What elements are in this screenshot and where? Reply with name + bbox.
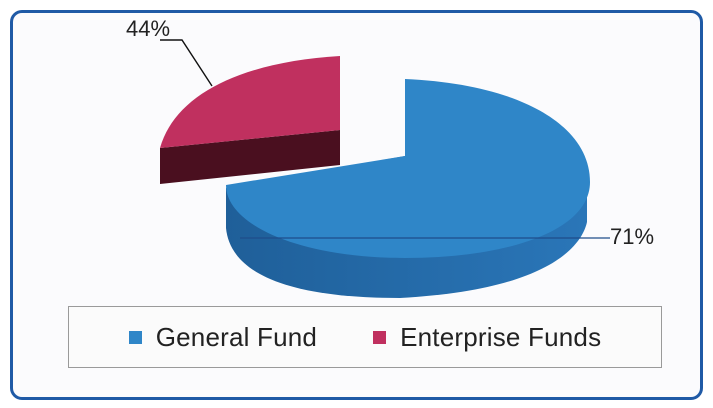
legend-swatch-enterprise-funds [373,330,387,344]
legend-item-enterprise-funds: Enterprise Funds [373,322,601,353]
pie-slice-enterprise-funds [160,56,340,184]
leader-line-enterprise-funds [160,39,213,87]
data-label-enterprise-funds: 44% [126,16,170,41]
slice-general-fund-top [226,79,590,258]
legend-item-general-fund: General Fund [128,321,318,353]
legend: General Fund Enterprise Funds [68,306,662,368]
legend-label-general-fund: General Fund [155,321,318,352]
slice-enterprise-funds-top [160,56,340,148]
data-label-general-fund: 71% [610,224,654,249]
pie-slice-general-fund [226,79,590,298]
legend-label-enterprise-funds: Enterprise Funds [400,321,602,352]
legend-swatch-general-fund [128,330,142,344]
